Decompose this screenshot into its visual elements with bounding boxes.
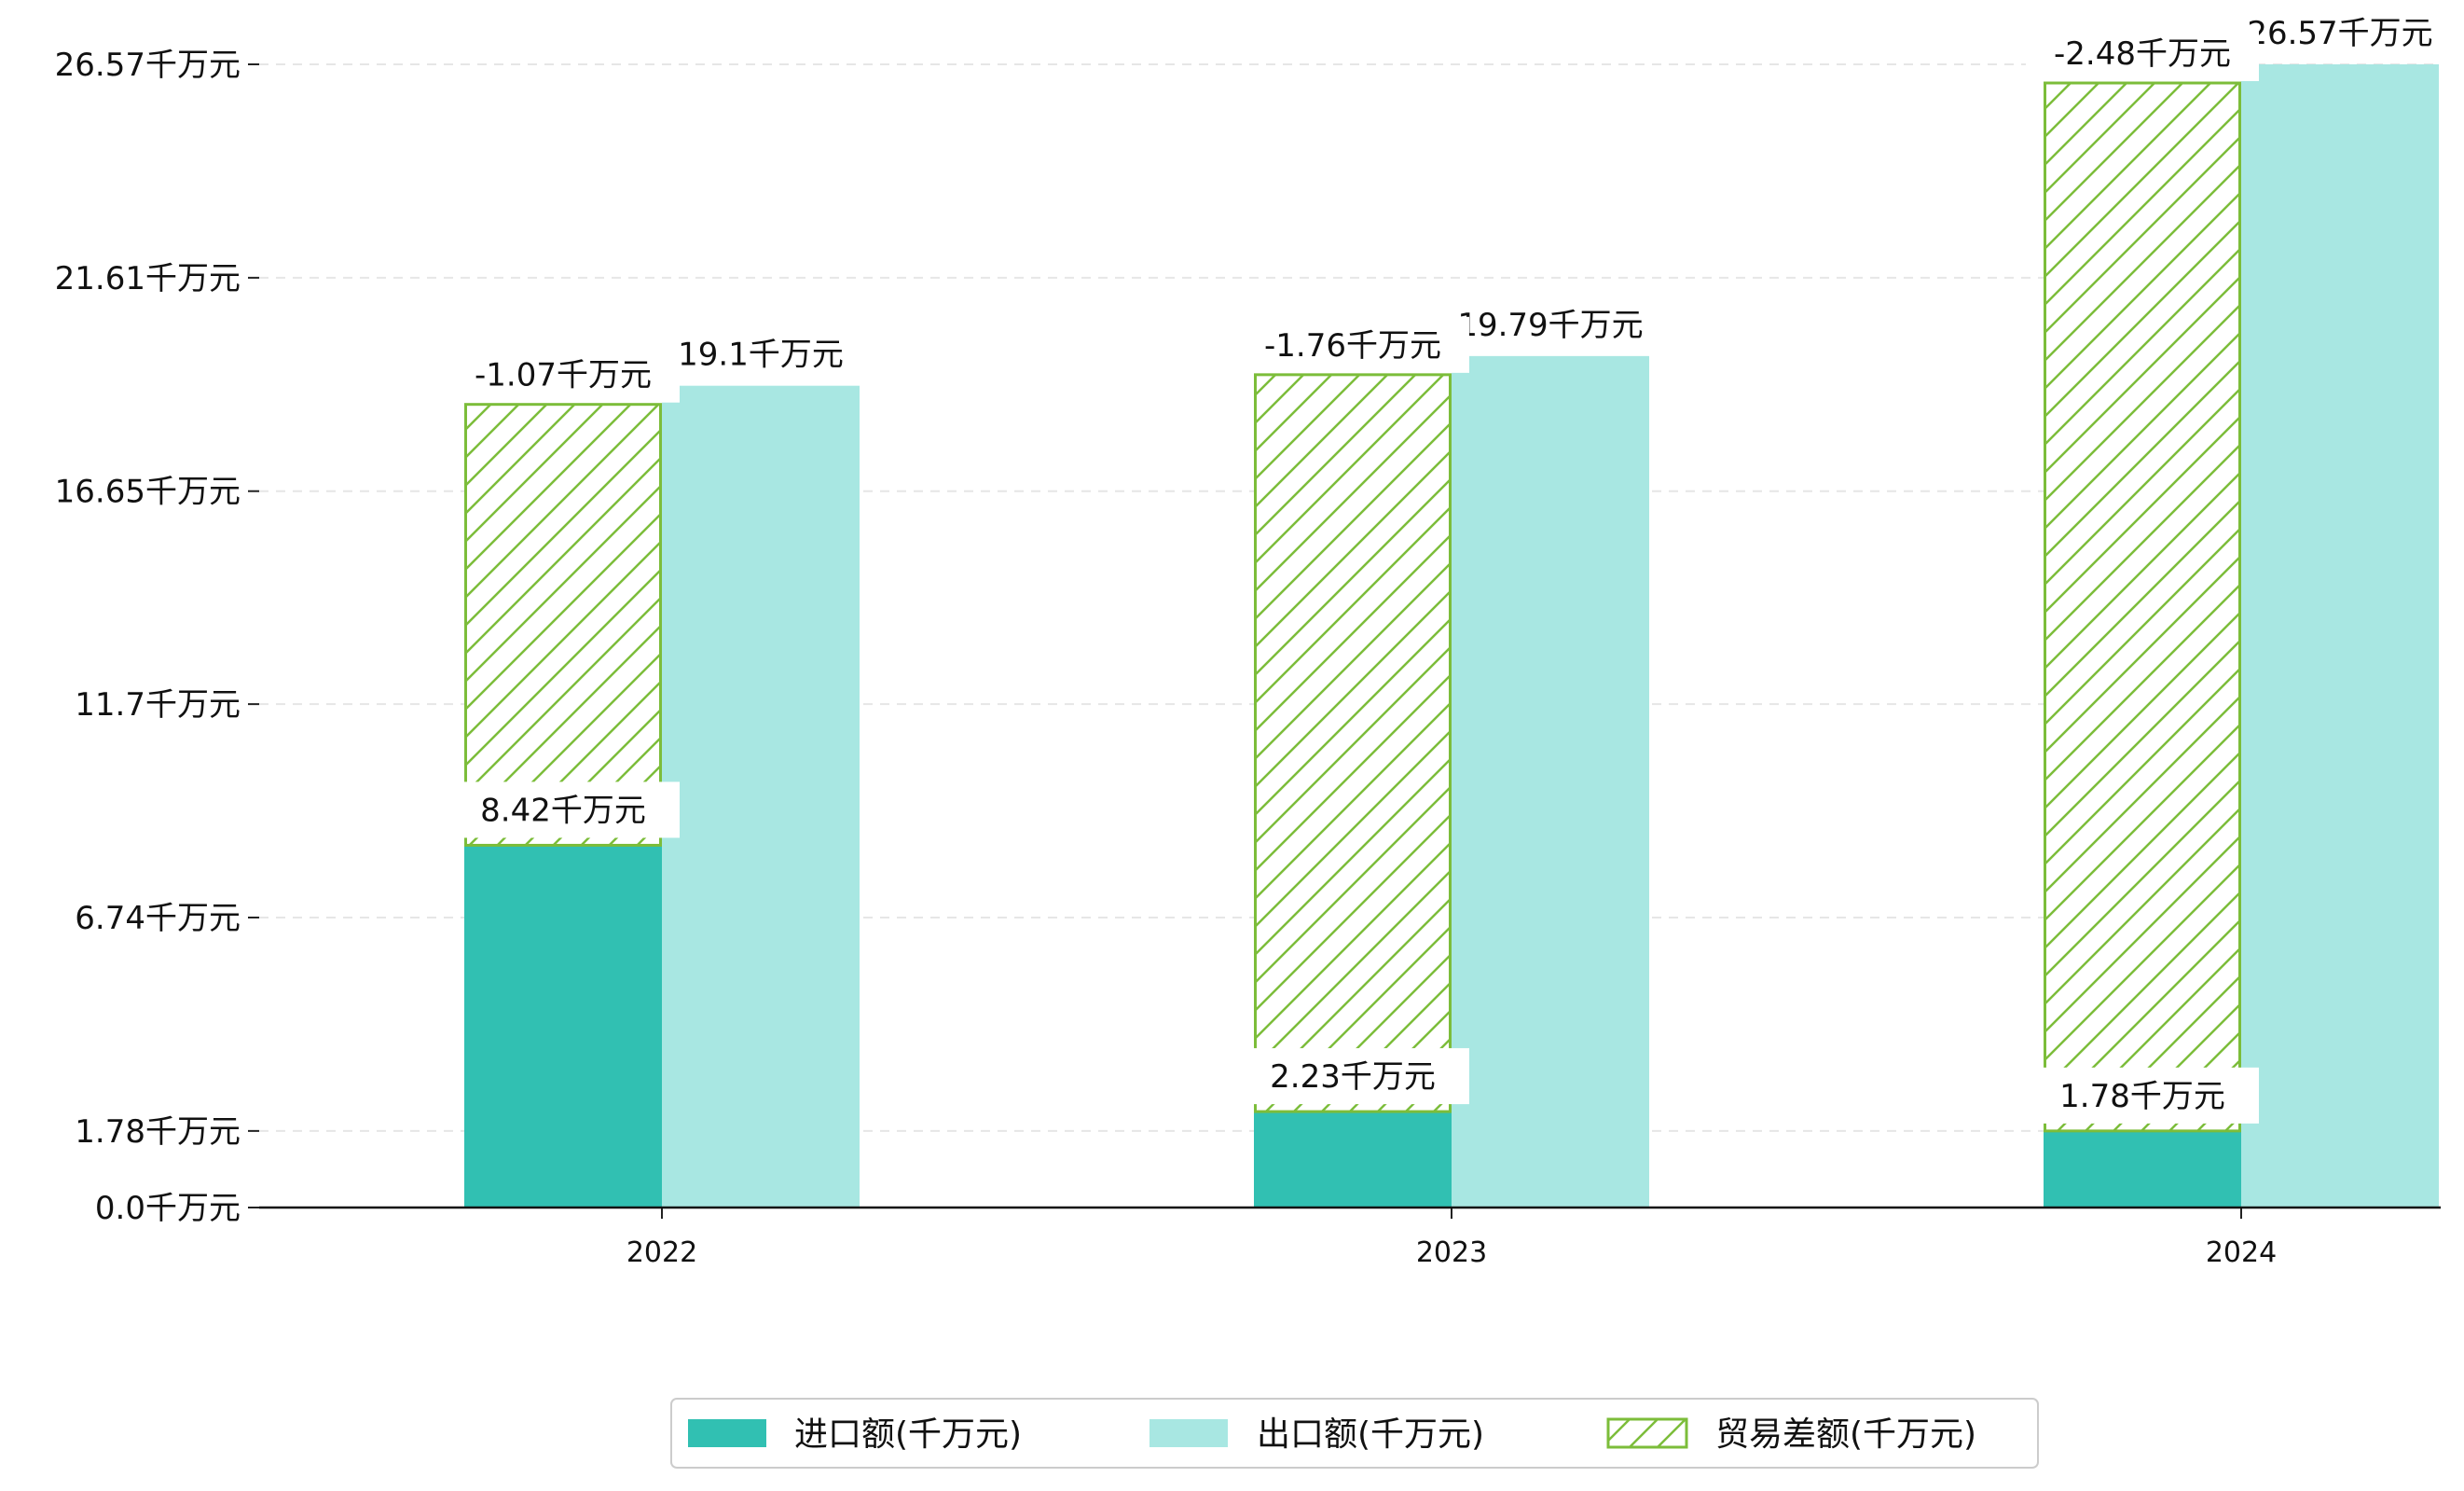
bar-trade-balance (2044, 81, 2241, 1133)
data-label-balance-bg (2026, 25, 2259, 81)
data-label-export: 19.1千万元 (678, 337, 844, 374)
data-label-export-bg (644, 325, 877, 382)
legend-label: 出口额(千万元) (1257, 1415, 1484, 1454)
y-tick-label: 11.7千万元 (75, 686, 241, 724)
data-label-import: 1.78千万元 (2059, 1078, 2225, 1115)
bar-export (2241, 64, 2439, 1208)
legend-swatch (1606, 1417, 1688, 1449)
bar-export (662, 385, 860, 1208)
data-label-import-bg (1236, 1048, 1469, 1105)
y-tick-label: 0.0千万元 (95, 1190, 241, 1227)
data-label-export: 19.79千万元 (1457, 307, 1643, 344)
bar-import (2044, 1130, 2241, 1208)
bar-trade-balance (464, 403, 662, 847)
x-tick-label: 2024 (2206, 1236, 2277, 1269)
legend-label: 进口额(千万元) (794, 1415, 1022, 1454)
data-label-import: 2.23千万元 (1270, 1058, 1436, 1096)
y-tick-label: 26.57千万元 (55, 47, 241, 84)
data-label-export: 26.57千万元 (2247, 15, 2432, 52)
y-axis: 0.0千万元 1.78千万元 6.74千万元 11.7千万元 16.65千万元 21.61… (55, 47, 259, 1227)
data-label-balance: -1.76千万元 (1264, 327, 1441, 365)
legend-box (670, 1398, 2039, 1469)
x-tick-label: 2022 (626, 1236, 697, 1269)
y-tick-label: 1.78千万元 (75, 1113, 241, 1151)
legend-swatch (1149, 1419, 1228, 1447)
y-tick-label: 21.61千万元 (55, 260, 241, 297)
y-tick-label: 6.74千万元 (75, 900, 241, 937)
data-label-export-bg (1434, 296, 1667, 352)
y-tick-label: 16.65千万元 (55, 474, 241, 511)
legend-label: 贸易差额(千万元) (1715, 1415, 1976, 1454)
data-label-import: 8.42千万元 (480, 792, 646, 829)
data-label-balance: -1.07千万元 (475, 357, 652, 394)
data-label-balance-bg (447, 346, 680, 403)
bars (464, 64, 2439, 1208)
x-axis: 2022 2023 2024 (259, 1206, 2441, 1269)
legend: 进口额(千万元) 出口额(千万元) 贸易差额(千万元) (670, 1398, 2039, 1469)
data-labels: 19.1千万元 -1.07千万元 8.42千万元 19.79千万元 -1.76千万元 2.… (447, 5, 2457, 1124)
legend-swatch (688, 1419, 766, 1447)
data-label-import-bg (447, 781, 680, 838)
data-label-export-bg (2223, 5, 2457, 61)
data-label-balance-bg (1236, 316, 1469, 373)
data-label-import-bg (2026, 1067, 2259, 1124)
x-tick-label: 2023 (1416, 1236, 1487, 1269)
bar-import (464, 845, 662, 1208)
data-label-balance: -2.48千万元 (2054, 35, 2231, 73)
bar-export (1452, 355, 1649, 1208)
bar-import (1254, 1111, 1452, 1208)
bar-trade-balance (1254, 373, 1452, 1113)
